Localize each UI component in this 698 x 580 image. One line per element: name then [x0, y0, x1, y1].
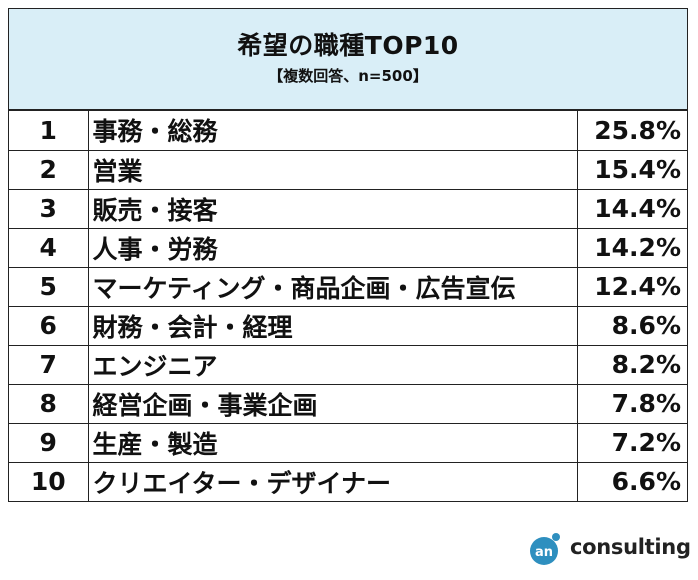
rank-cell: 2 — [9, 149, 89, 190]
table-row: 9 生産・製造 7.2% — [9, 422, 687, 463]
ranking-table: 希望の職種TOP10 【複数回答、n=500】 1 事務・総務 25.8% 2 … — [8, 8, 688, 502]
job-cell: マーケティング・商品企画・広告宣伝 — [87, 266, 578, 307]
percent-cell: 6.6% — [576, 461, 687, 501]
rank-cell: 6 — [9, 305, 89, 346]
table-row: 1 事務・総務 25.8% — [9, 111, 687, 151]
logo-mark-text: an — [535, 545, 553, 560]
rank-cell: 10 — [9, 461, 89, 501]
an-logo-icon: an — [530, 533, 560, 565]
logo-wordmark: consulting — [570, 535, 691, 559]
table-row: 5 マーケティング・商品企画・広告宣伝 12.4% — [9, 266, 687, 307]
table-row: 2 営業 15.4% — [9, 149, 687, 190]
percent-cell: 14.2% — [576, 227, 687, 268]
job-cell: クリエイター・デザイナー — [87, 461, 578, 501]
rank-cell: 7 — [9, 344, 89, 385]
job-cell: 生産・製造 — [87, 422, 578, 463]
table-row: 3 販売・接客 14.4% — [9, 188, 687, 229]
rank-cell: 9 — [9, 422, 89, 463]
table-row: 6 財務・会計・経理 8.6% — [9, 305, 687, 346]
job-cell: 人事・労務 — [87, 227, 578, 268]
percent-cell: 25.8% — [576, 111, 687, 151]
table-row: 7 エンジニア 8.2% — [9, 344, 687, 385]
table-title: 希望の職種TOP10 — [237, 31, 459, 60]
table-row: 8 経営企画・事業企画 7.8% — [9, 383, 687, 424]
table-row: 10 クリエイター・デザイナー 6.6% — [9, 461, 687, 501]
job-cell: 販売・接客 — [87, 188, 578, 229]
table-header: 希望の職種TOP10 【複数回答、n=500】 — [9, 9, 687, 111]
percent-cell: 8.2% — [576, 344, 687, 385]
ranking-rows: 1 事務・総務 25.8% 2 営業 15.4% 3 販売・接客 14.4% 4… — [9, 111, 687, 501]
table-row: 4 人事・労務 14.2% — [9, 227, 687, 268]
percent-cell: 14.4% — [576, 188, 687, 229]
rank-cell: 3 — [9, 188, 89, 229]
rank-cell: 4 — [9, 227, 89, 268]
percent-cell: 15.4% — [576, 149, 687, 190]
percent-cell: 12.4% — [576, 266, 687, 307]
job-cell: 財務・会計・経理 — [87, 305, 578, 346]
job-cell: 事務・総務 — [87, 111, 578, 151]
an-consulting-logo: an consulting — [528, 526, 691, 566]
table-subtitle: 【複数回答、n=500】 — [268, 67, 428, 85]
rank-cell: 8 — [9, 383, 89, 424]
job-cell: 経営企画・事業企画 — [87, 383, 578, 424]
job-cell: エンジニア — [87, 344, 578, 385]
percent-cell: 8.6% — [576, 305, 687, 346]
percent-cell: 7.8% — [576, 383, 687, 424]
rank-cell: 1 — [9, 111, 89, 151]
rank-cell: 5 — [9, 266, 89, 307]
job-cell: 営業 — [87, 149, 578, 190]
percent-cell: 7.2% — [576, 422, 687, 463]
